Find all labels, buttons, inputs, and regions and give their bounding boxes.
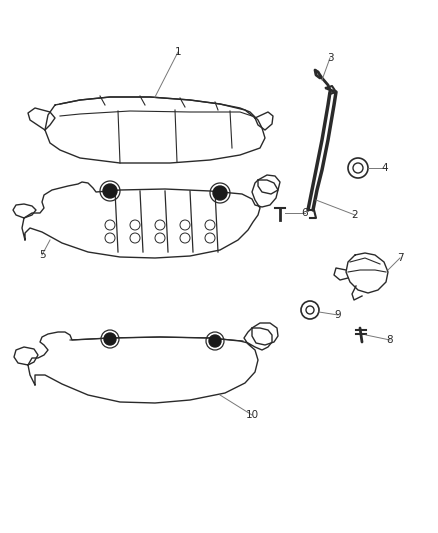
Text: 3: 3	[327, 53, 333, 63]
Text: 6: 6	[302, 208, 308, 218]
Circle shape	[103, 184, 117, 198]
Text: 4: 4	[381, 163, 389, 173]
Text: 7: 7	[397, 253, 403, 263]
Circle shape	[213, 186, 227, 200]
Text: 5: 5	[39, 250, 45, 260]
Text: 8: 8	[387, 335, 393, 345]
Text: 1: 1	[175, 47, 181, 57]
Text: 10: 10	[245, 410, 258, 420]
Circle shape	[104, 333, 116, 345]
Text: 2: 2	[352, 210, 358, 220]
Circle shape	[209, 335, 221, 347]
Text: 9: 9	[335, 310, 341, 320]
